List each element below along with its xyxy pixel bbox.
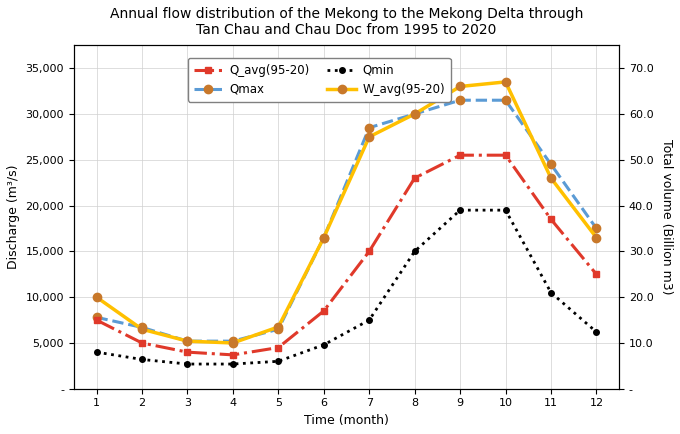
Q_avg(95-20) xyxy=(92,317,101,322)
Q_avg(95-20) xyxy=(411,175,419,181)
Qmin xyxy=(456,207,464,213)
Qmin xyxy=(365,317,373,322)
Q_avg(95-20) xyxy=(547,217,555,222)
W_avg(95-20) xyxy=(92,295,101,300)
W_avg(95-20) xyxy=(456,84,464,89)
Qmax xyxy=(228,339,237,344)
Legend: Q_avg(95-20), Qmax, Qmin, W_avg(95-20): Q_avg(95-20), Qmax, Qmin, W_avg(95-20) xyxy=(188,58,451,102)
X-axis label: Time (month): Time (month) xyxy=(304,414,389,427)
Qmin xyxy=(547,290,555,295)
W_avg(95-20) xyxy=(547,175,555,181)
Q_avg(95-20) xyxy=(138,340,146,345)
Q_avg(95-20) xyxy=(184,349,192,355)
Qmin xyxy=(184,362,192,367)
Qmin xyxy=(501,207,509,213)
Q_avg(95-20) xyxy=(320,308,328,313)
Qmin xyxy=(320,342,328,347)
W_avg(95-20) xyxy=(411,112,419,117)
W_avg(95-20) xyxy=(365,134,373,139)
Line: Qmax: Qmax xyxy=(92,96,600,345)
Q_avg(95-20) xyxy=(592,272,600,277)
W_avg(95-20) xyxy=(184,339,192,344)
Qmin xyxy=(274,358,282,364)
Line: Q_avg(95-20): Q_avg(95-20) xyxy=(93,152,600,358)
Q_avg(95-20) xyxy=(228,352,237,358)
W_avg(95-20) xyxy=(228,340,237,345)
Qmax xyxy=(365,125,373,130)
Qmin xyxy=(592,329,600,335)
Qmax xyxy=(592,226,600,231)
Qmin xyxy=(138,357,146,362)
Q_avg(95-20) xyxy=(456,153,464,158)
Qmax xyxy=(411,112,419,117)
Qmax xyxy=(320,235,328,240)
W_avg(95-20) xyxy=(274,324,282,329)
Qmax xyxy=(501,98,509,103)
W_avg(95-20) xyxy=(592,235,600,240)
Qmax xyxy=(138,325,146,330)
Qmax xyxy=(456,98,464,103)
Q_avg(95-20) xyxy=(501,153,509,158)
Title: Annual flow distribution of the Mekong to the Mekong Delta through
Tan Chau and : Annual flow distribution of the Mekong t… xyxy=(109,7,583,37)
Y-axis label: Discharge (m³/s): Discharge (m³/s) xyxy=(7,165,20,269)
Q_avg(95-20) xyxy=(274,345,282,350)
Q_avg(95-20) xyxy=(365,249,373,254)
Qmin xyxy=(92,349,101,355)
Qmax xyxy=(274,327,282,332)
W_avg(95-20) xyxy=(138,327,146,332)
W_avg(95-20) xyxy=(501,79,509,85)
Qmax xyxy=(184,339,192,344)
Line: Qmin: Qmin xyxy=(94,207,599,367)
Qmin xyxy=(228,362,237,367)
Qmax xyxy=(92,315,101,320)
Line: W_avg(95-20): W_avg(95-20) xyxy=(92,78,600,347)
Qmin xyxy=(411,249,419,254)
Qmax xyxy=(547,162,555,167)
Y-axis label: Total volume (Billion m3): Total volume (Billion m3) xyxy=(660,139,673,295)
W_avg(95-20) xyxy=(320,235,328,240)
